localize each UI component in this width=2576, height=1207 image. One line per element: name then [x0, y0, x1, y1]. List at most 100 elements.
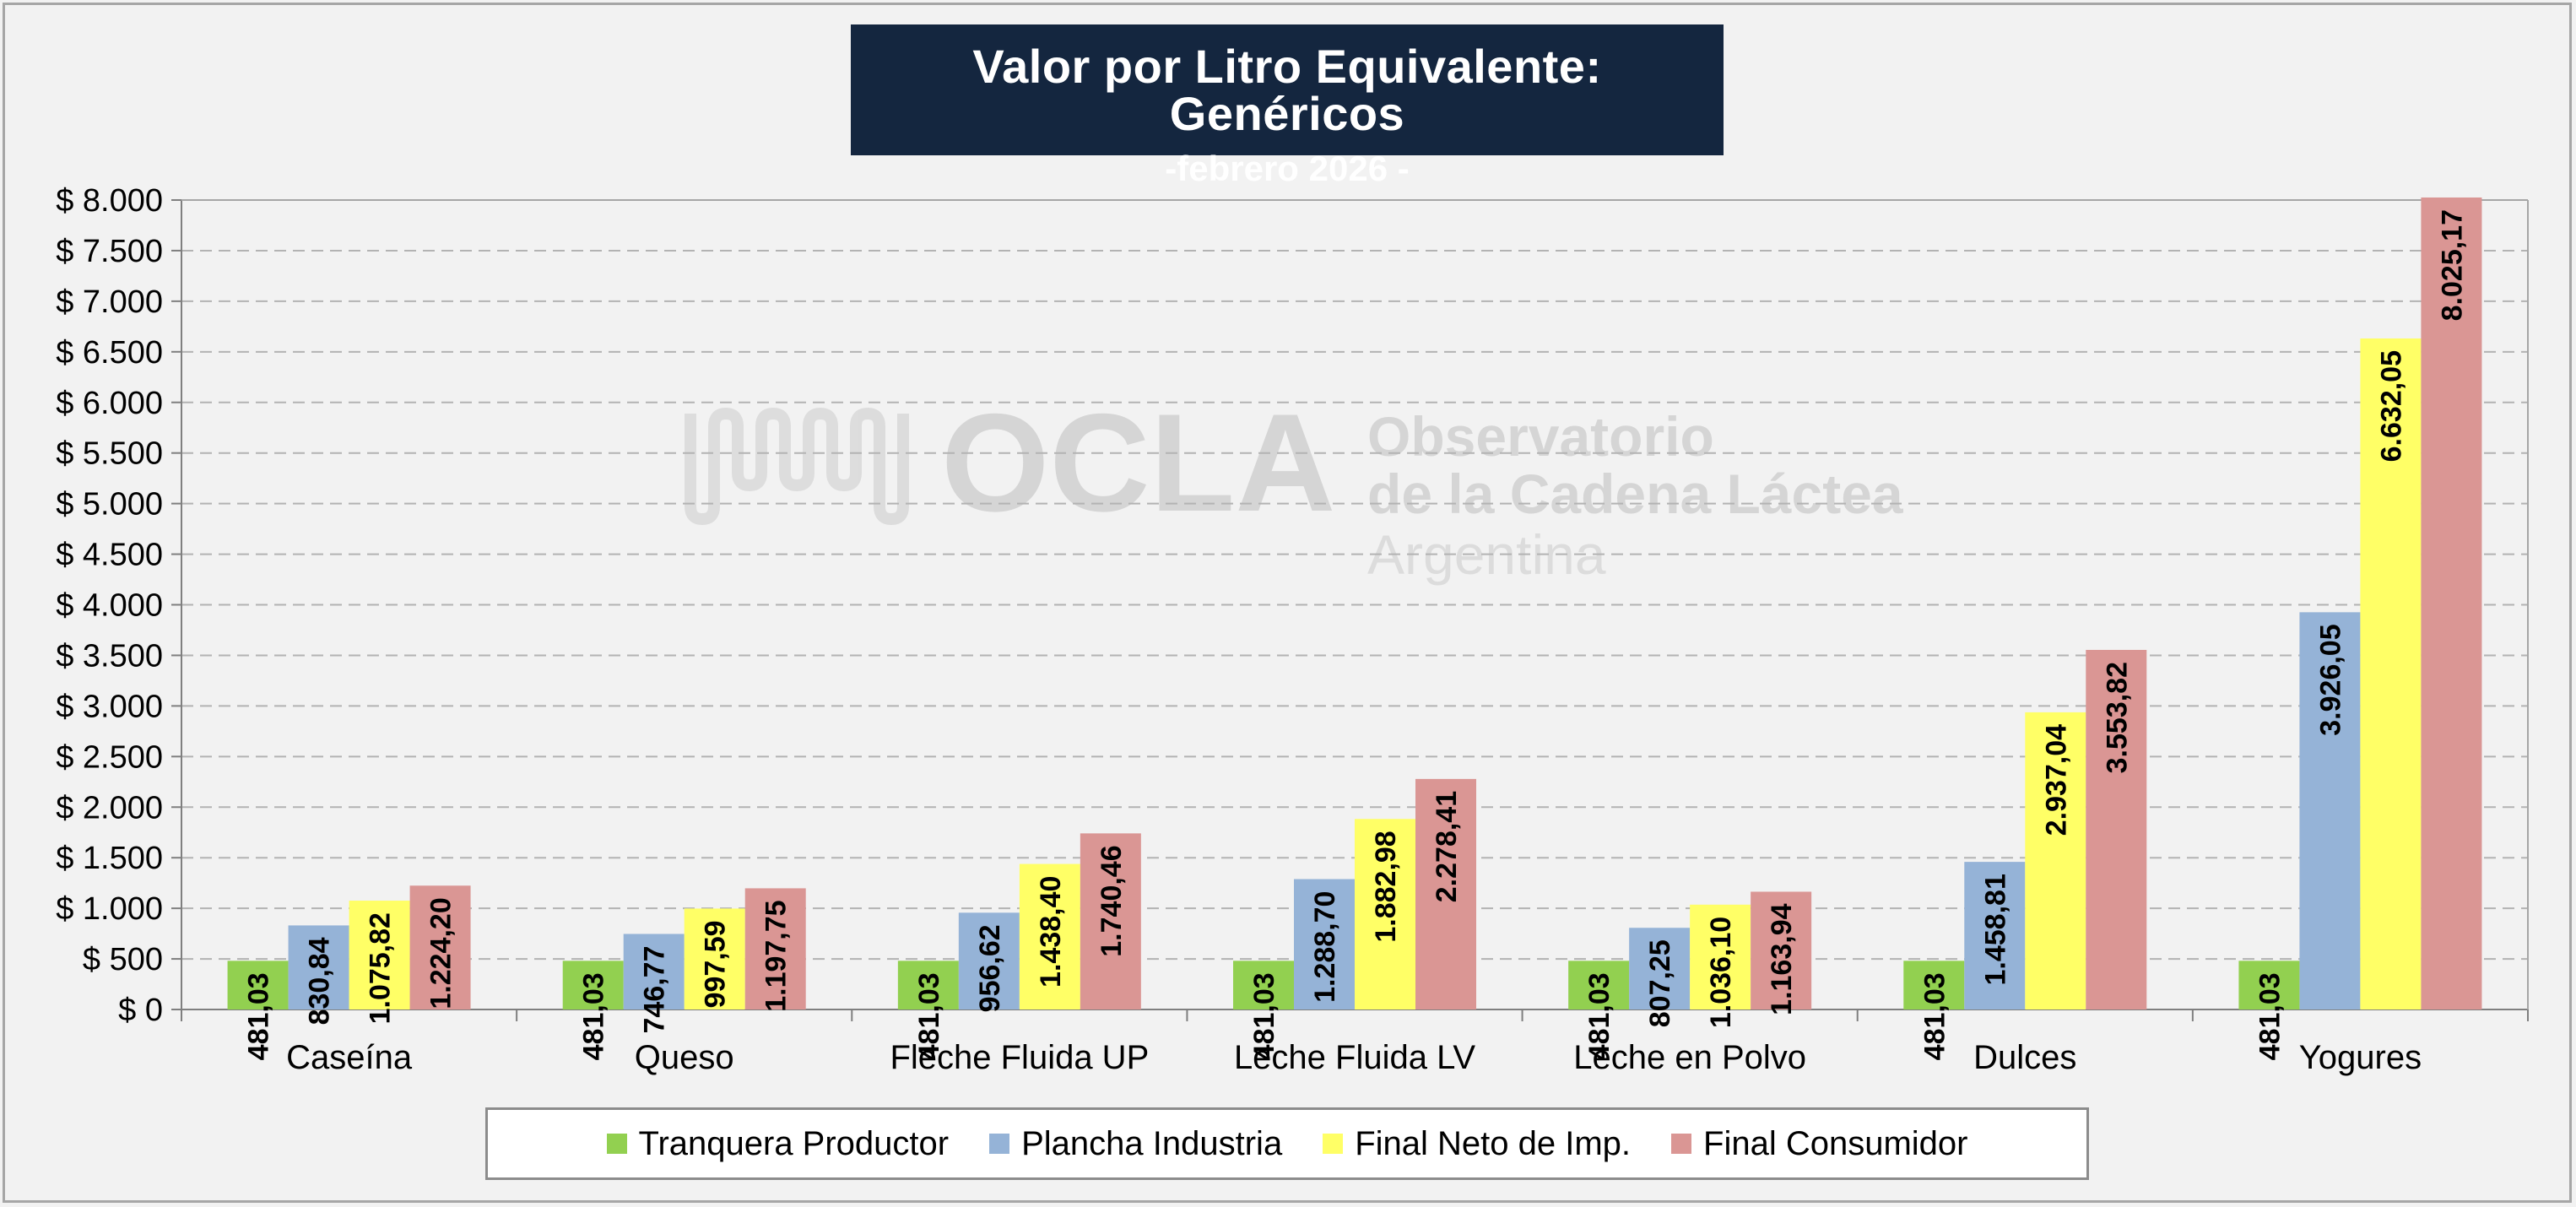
bar-value-label: 1.458,81 — [1979, 874, 2011, 985]
chart-title: Valor por Litro Equivalente: Genéricos — [972, 40, 1602, 140]
bar — [897, 961, 959, 1009]
bar-value-label: 1.197,75 — [760, 900, 793, 1011]
bar — [409, 885, 471, 1009]
bar-value-label: 1.740,46 — [1096, 845, 1128, 956]
y-tick-label: $ 5.500 — [56, 436, 163, 472]
legend-item: Final Consumidor — [1671, 1124, 1968, 1163]
y-tick-label: $ 6.000 — [56, 386, 163, 421]
bar-value-label: 956,62 — [974, 924, 1006, 1012]
legend: Tranquera Productor Plancha Industria Fina… — [485, 1107, 2089, 1180]
bar-value-label: 481,03 — [1248, 972, 1280, 1060]
legend-label: Plancha Industria — [1021, 1124, 1283, 1162]
bar — [1233, 961, 1294, 1009]
bar-value-label: 1.163,94 — [1766, 903, 1798, 1015]
bar-value-label: 8.025,17 — [2436, 209, 2468, 321]
bar-value-label: 830,84 — [304, 937, 336, 1025]
bar — [2086, 649, 2147, 1009]
bar — [1629, 928, 1691, 1009]
y-tick-label: $ 2.500 — [56, 739, 163, 775]
bar-value-label: 481,03 — [1918, 972, 1951, 1060]
legend-swatch — [989, 1134, 1010, 1154]
bar — [227, 961, 289, 1009]
y-tick-label: $ 3.500 — [56, 638, 163, 674]
y-tick-label: $ 500 — [83, 942, 163, 977]
bar — [623, 934, 685, 1009]
bar-value-label: 481,03 — [243, 972, 275, 1060]
y-tick-label: $ 1.000 — [56, 891, 163, 927]
bar-value-label: 1.438,40 — [1035, 876, 1067, 988]
bar — [744, 888, 806, 1009]
legend-item: Tranquera Productor — [606, 1124, 950, 1163]
legend-item: Plancha Industria — [989, 1125, 1282, 1163]
ocla-watermark-logo: OCLA Observatorio de la Cadena Láctea Ar… — [685, 385, 1904, 586]
bar — [1415, 778, 1476, 1009]
x-category-label: Yogures — [2299, 1039, 2422, 1076]
watermark-line-1: Observatorio — [1367, 405, 1714, 468]
bar-value-label: 481,03 — [2254, 972, 2286, 1060]
bars — [227, 197, 2482, 1010]
milk-wave-icon — [685, 407, 909, 526]
bar — [349, 901, 410, 1009]
bar-value-label: 746,77 — [639, 945, 671, 1033]
chart-title-box: Valor por Litro Equivalente: Genéricos -… — [851, 24, 1724, 187]
bar — [288, 925, 349, 1009]
legend-label: Tranquera Productor — [638, 1124, 950, 1162]
bar-value-label: 481,03 — [578, 972, 610, 1060]
y-tick-label: $ 5.000 — [56, 487, 163, 522]
bar-value-label: 2.937,04 — [2040, 724, 2072, 836]
bar — [1080, 833, 1141, 1009]
data-labels: 481,03 830,84 1.075,82 1.224,20 481,03 746,77… — [243, 209, 2469, 1060]
x-category-label: Caseína — [286, 1039, 413, 1076]
y-tick-label: $ 6.500 — [56, 335, 163, 371]
bar-value-label: 1.224,20 — [425, 897, 457, 1009]
y-tick-label: $ 7.000 — [56, 284, 163, 320]
bar-value-label: 1.075,82 — [365, 912, 397, 1024]
x-category-label: Leche Fluida LV — [1234, 1039, 1475, 1076]
bar — [2421, 197, 2482, 1010]
bar — [1903, 961, 1965, 1009]
bar-value-label: 481,03 — [1583, 972, 1615, 1060]
y-tick-label: $ 4.500 — [56, 538, 163, 573]
x-category-label: Queso — [635, 1039, 734, 1076]
y-tick-label: $ 4.000 — [56, 588, 163, 624]
bar — [958, 912, 1020, 1009]
chart-subtitle: -febrero 2026 - — [1165, 149, 1410, 188]
x-category-label: Dulces — [1973, 1039, 2076, 1076]
bar — [1751, 891, 1812, 1009]
bar — [1294, 879, 1355, 1009]
bar-value-label: 481,03 — [913, 972, 945, 1060]
legend-swatch — [606, 1134, 627, 1154]
x-category-label: Fleche Fluida UP — [890, 1039, 1149, 1076]
bar-value-label: 6.632,05 — [2375, 350, 2407, 462]
bar-value-label: 2.278,41 — [1431, 791, 1463, 902]
bar — [1019, 863, 1080, 1009]
legend-label: Final Consumidor — [1703, 1124, 1968, 1162]
y-tick-label: $ 8.000 — [56, 183, 163, 219]
bar — [1355, 819, 1415, 1009]
bar — [684, 908, 745, 1009]
y-tick-label: $ 1.500 — [56, 841, 163, 876]
legend-item: Final Neto de Imp. — [1323, 1125, 1631, 1163]
bar — [1964, 862, 2026, 1009]
bar-value-label: 3.553,82 — [2101, 662, 2133, 773]
bar-value-label: 1.036,10 — [1705, 917, 1737, 1028]
watermark-line-2: de la Cadena Láctea — [1367, 463, 1904, 525]
bar — [1690, 904, 1751, 1009]
legend-swatch — [1671, 1134, 1692, 1154]
x-category-label: Leche en Polvo — [1573, 1039, 1806, 1076]
bar — [2299, 612, 2361, 1009]
y-tick-label: $ 7.500 — [56, 234, 163, 269]
bar — [2025, 712, 2086, 1009]
bar-value-label: 1.288,70 — [1309, 891, 1341, 1003]
bar — [2238, 961, 2300, 1009]
bar — [1568, 961, 1630, 1009]
y-tick-label: $ 0 — [118, 993, 163, 1028]
bar-value-label: 807,25 — [1644, 939, 1676, 1027]
bar-value-label: 1.882,98 — [1370, 831, 1402, 942]
bar-value-label: 3.926,05 — [2314, 624, 2346, 735]
legend-label: Final Neto de Imp. — [1355, 1124, 1632, 1162]
bar-value-label: 997,59 — [700, 920, 732, 1008]
y-tick-label: $ 2.000 — [56, 790, 163, 825]
y-tick-label: $ 3.000 — [56, 689, 163, 724]
